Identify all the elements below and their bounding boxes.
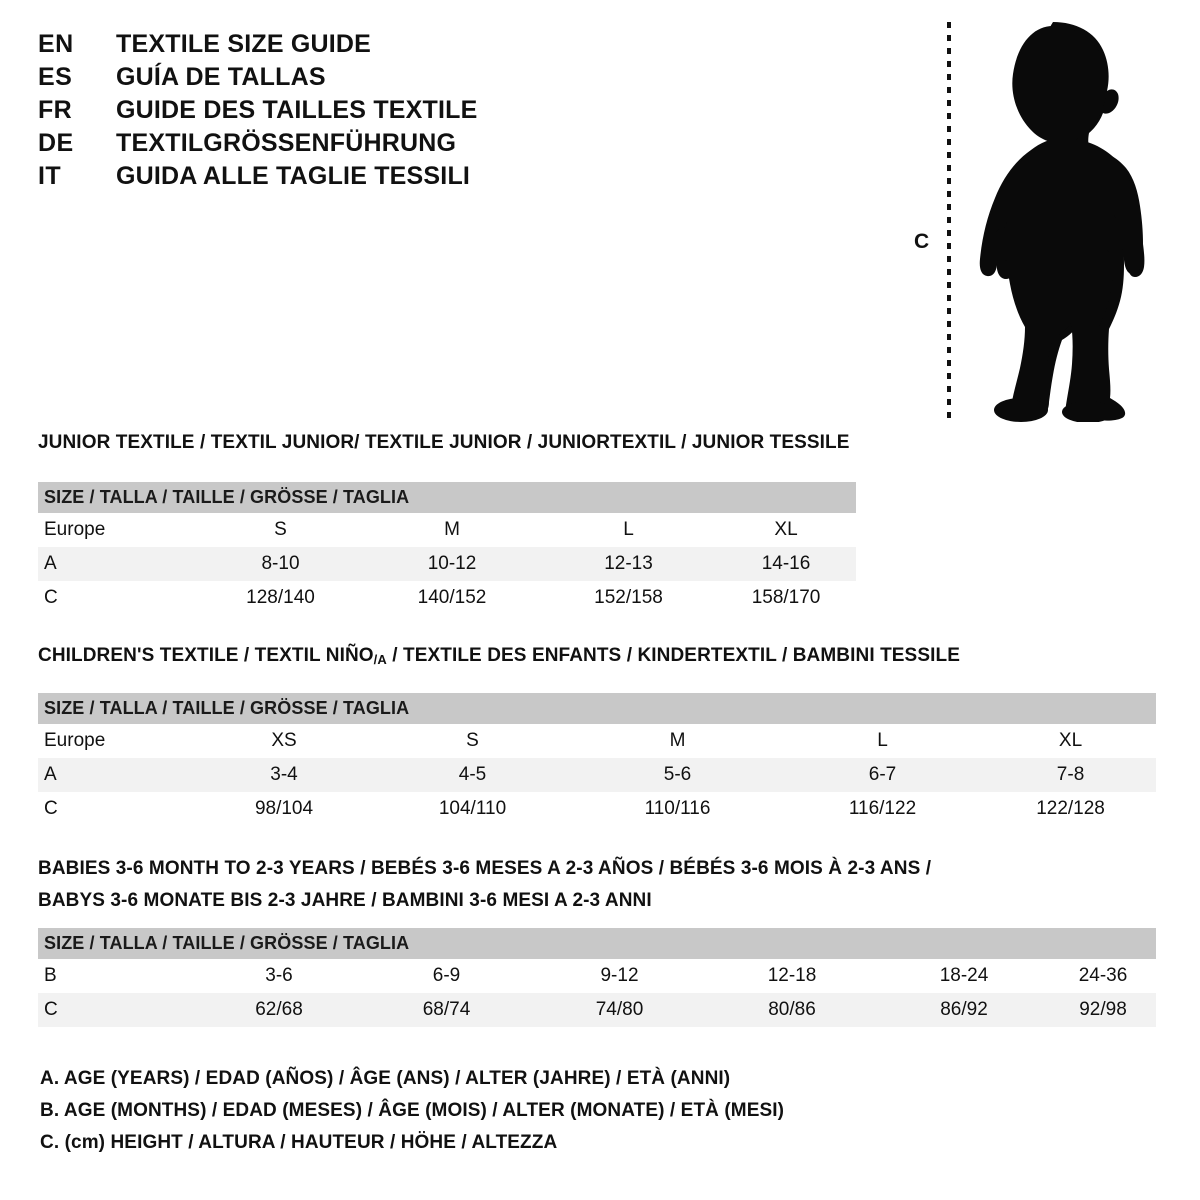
junior-c-m: 140/152	[363, 581, 541, 615]
section-title-children: CHILDREN'S TEXTILE / TEXTIL NIÑO/A / TEX…	[38, 645, 960, 667]
junior-size-table: SIZE / TALLA / TAILLE / GRÖSSE / TAGLIA …	[38, 482, 857, 615]
language-row-it: IT GUIDA ALLE TAGLIE TESSILI	[38, 162, 598, 195]
babies-c-col1: 62/68	[198, 993, 360, 1027]
language-title-de: TEXTILGRÖSSENFÜHRUNG	[116, 129, 457, 157]
children-a-xs: 3-4	[198, 758, 370, 792]
junior-europe-l: L	[541, 513, 716, 547]
junior-row-label-c: C	[38, 581, 198, 615]
babies-c-col2: 68/74	[360, 993, 533, 1027]
table-row: A 8-10 10-12 12-13 14-16	[38, 547, 857, 581]
children-c-l: 116/122	[780, 792, 985, 826]
children-title-part1: CHILDREN'S TEXTILE / TEXTIL NIÑO	[38, 645, 374, 666]
junior-c-s: 128/140	[198, 581, 363, 615]
children-europe-xs: XS	[198, 724, 370, 758]
junior-europe-m: M	[363, 513, 541, 547]
babies-row-label-c: C	[38, 993, 198, 1027]
children-band-label: SIZE / TALLA / TAILLE / GRÖSSE / TAGLIA	[38, 693, 1157, 724]
junior-band-label: SIZE / TALLA / TAILLE / GRÖSSE / TAGLIA	[38, 482, 857, 513]
children-c-xl: 122/128	[985, 792, 1157, 826]
children-europe-xl: XL	[985, 724, 1157, 758]
junior-row-label-europe: Europe	[38, 513, 198, 547]
language-code-en: EN	[38, 30, 74, 58]
children-size-table: SIZE / TALLA / TAILLE / GRÖSSE / TAGLIA …	[38, 693, 1157, 826]
children-c-m: 110/116	[575, 792, 780, 826]
babies-c-col4: 80/86	[706, 993, 878, 1027]
babies-size-table: SIZE / TALLA / TAILLE / GRÖSSE / TAGLIA …	[38, 928, 1157, 1027]
language-row-fr: FR GUIDE DES TAILLES TEXTILE	[38, 96, 598, 129]
children-table-band: SIZE / TALLA / TAILLE / GRÖSSE / TAGLIA	[38, 693, 1157, 724]
babies-b-col3: 9-12	[533, 959, 706, 993]
children-a-l: 6-7	[780, 758, 985, 792]
children-c-xs: 98/104	[198, 792, 370, 826]
babies-band-label: SIZE / TALLA / TAILLE / GRÖSSE / TAGLIA	[38, 928, 1157, 959]
language-row-de: DE TEXTILGRÖSSENFÜHRUNG	[38, 129, 598, 162]
children-row-label-c: C	[38, 792, 198, 826]
height-diagram: C	[900, 12, 1150, 422]
children-europe-m: M	[575, 724, 780, 758]
babies-c-col5: 86/92	[878, 993, 1050, 1027]
section-title-junior: JUNIOR TEXTILE / TEXTIL JUNIOR/ TEXTILE …	[38, 432, 850, 453]
language-row-en: EN TEXTILE SIZE GUIDE	[38, 30, 598, 63]
table-row: C 98/104 104/110 110/116 116/122 122/128	[38, 792, 1157, 826]
babies-b-col4: 12-18	[706, 959, 878, 993]
junior-europe-s: S	[198, 513, 363, 547]
language-code-de: DE	[38, 129, 74, 157]
babies-b-col6: 24-36	[1050, 959, 1157, 993]
children-europe-l: L	[780, 724, 985, 758]
section-title-babies-line2: BABYS 3-6 MONATE BIS 2-3 JAHRE / BAMBINI…	[38, 890, 652, 911]
children-a-xl: 7-8	[985, 758, 1157, 792]
children-a-s: 4-5	[370, 758, 575, 792]
language-row-es: ES GUÍA DE TALLAS	[38, 63, 598, 96]
babies-table-band: SIZE / TALLA / TAILLE / GRÖSSE / TAGLIA	[38, 928, 1157, 959]
babies-b-col2: 6-9	[360, 959, 533, 993]
language-code-es: ES	[38, 63, 73, 91]
legend-line-b: B. AGE (MONTHS) / EDAD (MESES) / ÂGE (MO…	[40, 1100, 785, 1121]
language-title-es: GUÍA DE TALLAS	[116, 63, 326, 91]
babies-b-col1: 3-6	[198, 959, 360, 993]
children-a-m: 5-6	[575, 758, 780, 792]
language-title-en: TEXTILE SIZE GUIDE	[116, 30, 372, 58]
table-row: A 3-4 4-5 5-6 6-7 7-8	[38, 758, 1157, 792]
legend-block: A. AGE (YEARS) / EDAD (AÑOS) / ÂGE (ANS)…	[40, 1068, 784, 1164]
table-row: B 3-6 6-9 9-12 12-18 18-24 24-36	[38, 959, 1157, 993]
legend-line-c: C. (cm) HEIGHT / ALTURA / HAUTEUR / HÖHE…	[40, 1132, 784, 1164]
children-title-sub: /A	[373, 652, 387, 667]
language-code-it: IT	[38, 162, 62, 190]
junior-europe-xl: XL	[716, 513, 857, 547]
toddler-silhouette-icon	[979, 22, 1145, 422]
junior-a-m: 10-12	[363, 547, 541, 581]
legend-c-unit: (cm)	[64, 1132, 106, 1153]
babies-c-col6: 92/98	[1050, 993, 1157, 1027]
height-dotted-line	[947, 22, 951, 422]
junior-a-s: 8-10	[198, 547, 363, 581]
babies-c-col3: 74/80	[533, 993, 706, 1027]
junior-row-label-a: A	[38, 547, 198, 581]
height-marker-label: C	[914, 230, 930, 253]
junior-table-band: SIZE / TALLA / TAILLE / GRÖSSE / TAGLIA	[38, 482, 857, 513]
junior-a-xl: 14-16	[716, 547, 857, 581]
table-row: Europe S M L XL	[38, 513, 857, 547]
table-row: C 128/140 140/152 152/158 158/170	[38, 581, 857, 615]
legend-line-a: A. AGE (YEARS) / EDAD (AÑOS) / ÂGE (ANS)…	[40, 1068, 731, 1089]
children-row-label-europe: Europe	[38, 724, 198, 758]
language-title-fr: GUIDE DES TAILLES TEXTILE	[116, 96, 478, 124]
junior-a-l: 12-13	[541, 547, 716, 581]
children-europe-s: S	[370, 724, 575, 758]
language-title-block: EN TEXTILE SIZE GUIDE ES GUÍA DE TALLAS …	[38, 30, 598, 195]
section-title-babies-line1: BABIES 3-6 MONTH TO 2-3 YEARS / BEBÉS 3-…	[38, 858, 932, 879]
legend-c-prefix: C.	[40, 1132, 65, 1153]
junior-c-l: 152/158	[541, 581, 716, 615]
language-code-fr: FR	[38, 96, 73, 124]
children-title-part2: / TEXTILE DES ENFANTS / KINDERTEXTIL / B…	[386, 645, 960, 666]
language-title-it: GUIDA ALLE TAGLIE TESSILI	[116, 162, 471, 190]
table-row: Europe XS S M L XL	[38, 724, 1157, 758]
children-c-s: 104/110	[370, 792, 575, 826]
junior-c-xl: 158/170	[716, 581, 857, 615]
babies-b-col5: 18-24	[878, 959, 1050, 993]
babies-row-label-b: B	[38, 959, 198, 993]
children-row-label-a: A	[38, 758, 198, 792]
legend-c-rest: HEIGHT / ALTURA / HAUTEUR / HÖHE / ALTEZ…	[105, 1132, 558, 1153]
table-row: C 62/68 68/74 74/80 80/86 86/92 92/98	[38, 993, 1157, 1027]
